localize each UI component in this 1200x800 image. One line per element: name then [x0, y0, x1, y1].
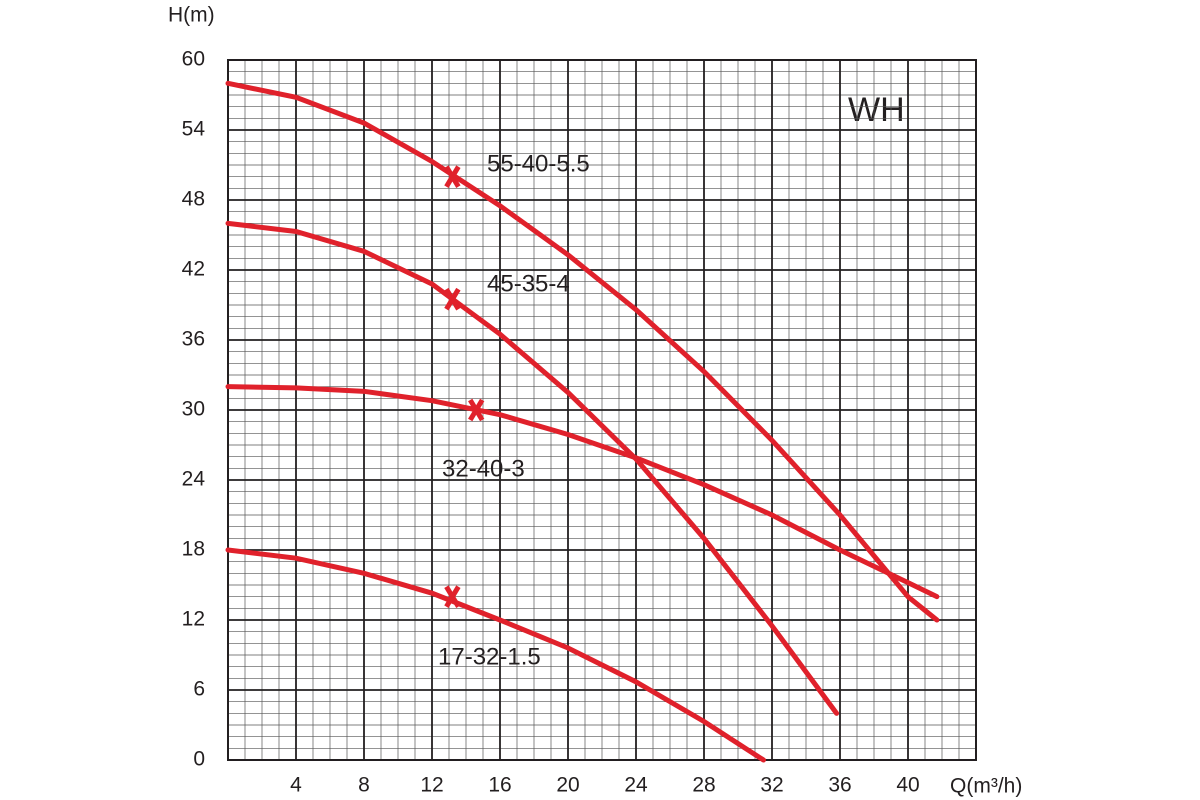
- x-tick-label: 8: [358, 774, 370, 797]
- x-tick-label: 24: [624, 774, 648, 797]
- x-tick-label: 32: [760, 774, 783, 797]
- curve-label: 32-40-3: [442, 455, 525, 482]
- x-tick-label: 12: [420, 774, 443, 797]
- operating-point: [444, 287, 461, 311]
- y-tick-label: 24: [182, 468, 206, 491]
- marker-stroke: [468, 398, 485, 422]
- y-tick-label: 12: [182, 608, 205, 631]
- curve-label: 45-35-4: [487, 270, 570, 297]
- y-tick-label: 48: [182, 188, 205, 211]
- curve: [225, 384, 940, 600]
- x-tick-label: 28: [692, 774, 715, 797]
- marker-stroke: [444, 165, 461, 188]
- curve: [225, 80, 940, 623]
- x-tick-label: 4: [290, 774, 302, 797]
- marker-stroke: [444, 585, 461, 608]
- y-tick-label: 54: [182, 118, 206, 141]
- operating-point: [444, 585, 461, 608]
- y-tick-label: 30: [182, 398, 205, 421]
- y-tick-label: 42: [182, 258, 205, 281]
- curve: [225, 220, 840, 716]
- annotation: WH: [848, 91, 905, 129]
- curve-label: 55-40-5.5: [487, 150, 590, 177]
- y-tick-label: 60: [182, 48, 205, 71]
- x-tick-label: 36: [828, 774, 851, 797]
- y-tick-label: 0: [193, 748, 205, 771]
- operating-point: [444, 165, 461, 188]
- curve-label: 17-32-1.5: [438, 643, 541, 670]
- x-tick-label: 40: [896, 774, 919, 797]
- y-tick-label: 6: [193, 678, 205, 701]
- operating-point: [468, 398, 485, 422]
- y-tick-label: 18: [182, 538, 205, 561]
- marker-stroke: [444, 287, 461, 311]
- x-axis-label: Q(m³/h): [950, 775, 1022, 798]
- x-tick-label: 16: [488, 774, 511, 797]
- curve: [225, 547, 766, 763]
- x-tick-label: 20: [556, 774, 579, 797]
- y-axis-label: H(m): [168, 4, 215, 27]
- y-tick-label: 36: [182, 328, 205, 351]
